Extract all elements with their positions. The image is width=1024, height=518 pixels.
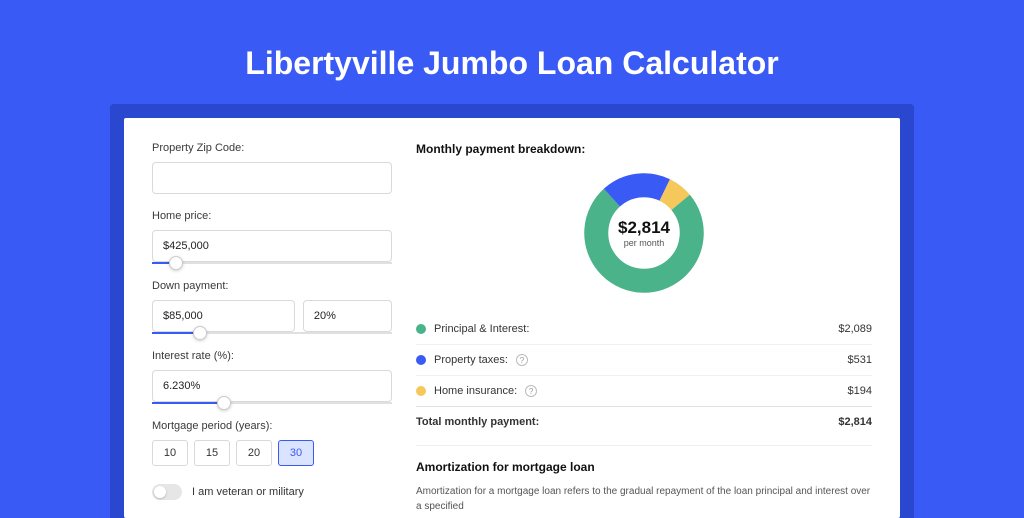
donut-wrap: $2,814 per month <box>416 170 872 296</box>
legend-dot-icon <box>416 386 426 396</box>
legend-label: Principal & Interest: <box>434 323 529 335</box>
veteran-toggle[interactable] <box>152 484 182 500</box>
home-price-group: Home price: <box>152 210 392 264</box>
mortgage-period-option[interactable]: 20 <box>236 440 272 466</box>
home-price-slider[interactable] <box>152 262 392 264</box>
legend-value: $2,089 <box>838 323 872 335</box>
amortization-section: Amortization for mortgage loan Amortizat… <box>416 445 872 514</box>
interest-rate-input[interactable] <box>152 370 392 402</box>
info-icon[interactable]: ? <box>516 354 528 366</box>
zip-group: Property Zip Code: <box>152 142 392 194</box>
down-payment-slider[interactable] <box>152 332 392 334</box>
down-payment-amount-input[interactable] <box>152 300 295 332</box>
calculator-card: Property Zip Code: Home price: Down paym… <box>124 118 900 518</box>
inputs-column: Property Zip Code: Home price: Down paym… <box>152 142 392 518</box>
mortgage-period-option[interactable]: 15 <box>194 440 230 466</box>
veteran-toggle-label: I am veteran or military <box>192 486 304 498</box>
amortization-heading: Amortization for mortgage loan <box>416 460 872 474</box>
toggle-knob <box>154 486 166 498</box>
total-label: Total monthly payment: <box>416 416 539 428</box>
legend-list: Principal & Interest: $2,089 Property taxe… <box>416 314 872 406</box>
total-value: $2,814 <box>838 416 872 428</box>
legend-value: $531 <box>848 354 872 366</box>
down-payment-label: Down payment: <box>152 280 392 292</box>
page-title: Libertyville Jumbo Loan Calculator <box>110 45 914 82</box>
zip-label: Property Zip Code: <box>152 142 392 154</box>
donut-sublabel: per month <box>618 238 670 248</box>
donut-center: $2,814 per month <box>618 218 670 248</box>
slider-thumb[interactable] <box>217 396 231 410</box>
legend-label: Property taxes: <box>434 354 508 366</box>
total-row: Total monthly payment: $2,814 <box>416 406 872 437</box>
slider-thumb[interactable] <box>193 326 207 340</box>
legend-row: Property taxes:? $531 <box>416 344 872 375</box>
legend-dot-icon <box>416 324 426 334</box>
payment-donut-chart: $2,814 per month <box>581 170 707 296</box>
card-band: Property Zip Code: Home price: Down paym… <box>110 104 914 518</box>
amortization-text: Amortization for a mortgage loan refers … <box>416 484 872 514</box>
page-wrap: Libertyville Jumbo Loan Calculator Prope… <box>0 0 1024 518</box>
breakdown-heading: Monthly payment breakdown: <box>416 142 872 156</box>
mortgage-period-options: 10152030 <box>152 440 392 466</box>
down-payment-group: Down payment: <box>152 280 392 334</box>
veteran-toggle-row: I am veteran or military <box>152 484 392 500</box>
legend-row: Principal & Interest: $2,089 <box>416 314 872 344</box>
slider-thumb[interactable] <box>169 256 183 270</box>
legend-value: $194 <box>848 385 872 397</box>
legend-label: Home insurance: <box>434 385 517 397</box>
zip-input[interactable] <box>152 162 392 194</box>
mortgage-period-option[interactable]: 10 <box>152 440 188 466</box>
mortgage-period-label: Mortgage period (years): <box>152 420 392 432</box>
legend-dot-icon <box>416 355 426 365</box>
home-price-label: Home price: <box>152 210 392 222</box>
mortgage-period-group: Mortgage period (years): 10152030 <box>152 420 392 466</box>
breakdown-column: Monthly payment breakdown: $2,814 per mo… <box>416 142 872 518</box>
interest-rate-label: Interest rate (%): <box>152 350 392 362</box>
info-icon[interactable]: ? <box>525 385 537 397</box>
donut-total: $2,814 <box>618 218 670 238</box>
home-price-input[interactable] <box>152 230 392 262</box>
interest-rate-slider[interactable] <box>152 402 392 404</box>
mortgage-period-option[interactable]: 30 <box>278 440 314 466</box>
down-payment-percent-input[interactable] <box>303 300 392 332</box>
legend-row: Home insurance:? $194 <box>416 375 872 406</box>
interest-rate-group: Interest rate (%): <box>152 350 392 404</box>
